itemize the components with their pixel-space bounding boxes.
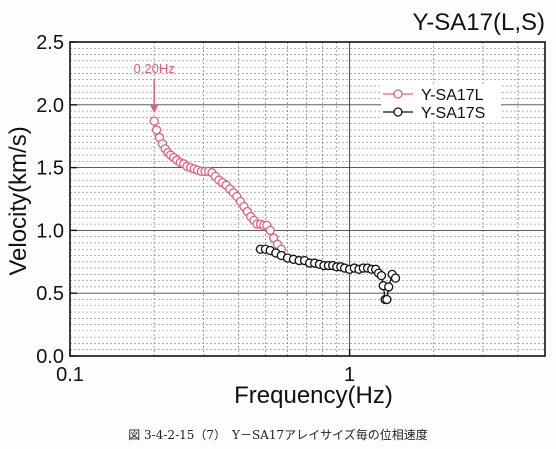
data-point-l	[149, 116, 159, 126]
y-tick-label: 0.5	[36, 283, 64, 305]
data-point-s	[376, 270, 387, 281]
chart-title: Y-SA17(L,S)	[412, 9, 545, 36]
legend-background	[381, 103, 501, 121]
plot-frame	[69, 41, 546, 357]
x-axis-label: Frequency(Hz)	[234, 382, 393, 409]
data-point-s	[384, 282, 394, 292]
data-point-s	[382, 294, 392, 305]
data-point-l	[151, 125, 162, 135]
legend-label: Y-SA17L	[421, 87, 484, 104]
annotation-arrow-head	[150, 105, 159, 114]
x-tick-label: 0.1	[56, 364, 84, 386]
y-tick-label: 2.0	[36, 95, 64, 117]
y-tick-label: 1.0	[36, 220, 64, 242]
data-point-s	[390, 273, 401, 283]
y-tick-label: 1.5	[36, 158, 64, 180]
legend-marker	[393, 89, 403, 99]
y-axis-label: Velocity(km/s)	[5, 126, 32, 275]
legend-label: Y-SA17S	[421, 105, 485, 122]
legend-marker	[393, 107, 403, 117]
x-tick-label: 1	[344, 364, 355, 386]
y-tick-label: 0.0	[36, 346, 64, 368]
y-tick-label: 2.5	[36, 32, 64, 54]
figure-caption: 図 3-4-2-15（7） Y－SA17アレイサイズ毎の位相速度	[128, 428, 428, 442]
annotation-label: 0.20Hz	[134, 61, 175, 76]
data-point-l	[265, 225, 275, 236]
legend-background	[381, 85, 501, 103]
